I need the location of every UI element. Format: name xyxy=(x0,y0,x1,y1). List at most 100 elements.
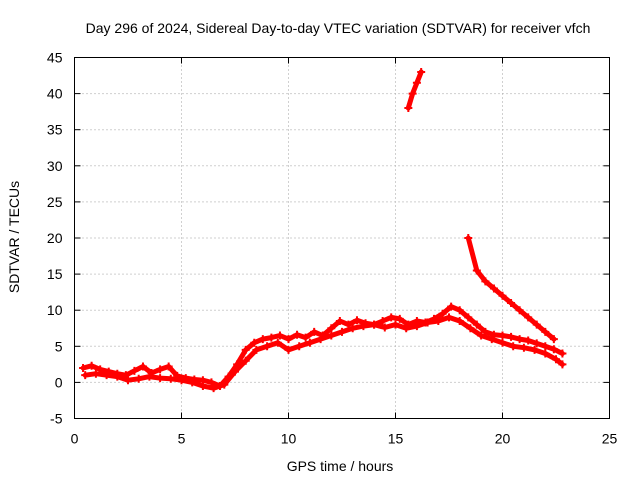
data-point xyxy=(250,338,259,347)
data-point xyxy=(310,327,319,336)
series-trace-b xyxy=(82,314,565,391)
x-tick-label: 20 xyxy=(495,431,511,447)
data-point xyxy=(258,335,267,344)
data-point xyxy=(113,372,122,381)
y-tick-label: 5 xyxy=(55,338,63,354)
data-point xyxy=(515,306,524,315)
data-point xyxy=(507,298,516,307)
x-tick-label: 25 xyxy=(602,431,618,447)
data-point xyxy=(395,314,404,323)
data-point xyxy=(507,332,516,341)
axis-ticks: 0 5 10 15 20 25 -5 0 5 10 15 20 25 30 35 40 45 xyxy=(47,50,618,447)
data-point xyxy=(370,320,379,329)
data-point xyxy=(164,362,173,371)
data-point xyxy=(558,349,567,358)
data-point xyxy=(241,356,250,365)
data-point xyxy=(316,335,325,344)
data-point xyxy=(412,322,421,331)
data-point xyxy=(541,342,550,351)
data-point xyxy=(166,374,175,383)
data-series xyxy=(79,67,567,393)
y-tick-label: -5 xyxy=(50,411,63,427)
data-point xyxy=(145,372,154,381)
data-point xyxy=(532,339,541,348)
data-point xyxy=(515,335,524,344)
data-point xyxy=(348,324,357,333)
x-tick-label: 0 xyxy=(71,431,79,447)
y-tick-label: 30 xyxy=(47,158,63,174)
data-point xyxy=(267,333,276,342)
data-point xyxy=(438,309,447,318)
data-point xyxy=(156,374,165,383)
y-tick-label: 0 xyxy=(55,374,63,390)
data-point xyxy=(263,342,272,351)
data-point xyxy=(284,345,293,354)
data-point xyxy=(156,365,165,374)
data-point xyxy=(124,376,132,385)
data-point xyxy=(220,380,229,389)
x-tick-label: 10 xyxy=(281,431,297,447)
y-tick-label: 10 xyxy=(47,302,63,318)
data-point xyxy=(198,382,207,391)
data-point xyxy=(404,104,413,113)
data-point xyxy=(489,284,498,293)
data-point xyxy=(252,345,261,354)
data-point xyxy=(455,317,464,326)
grid xyxy=(74,57,610,419)
x-tick-label: 15 xyxy=(388,431,404,447)
data-point xyxy=(380,323,389,332)
data-point xyxy=(402,324,411,333)
data-point xyxy=(472,266,481,275)
plot-frame xyxy=(74,57,610,419)
data-point xyxy=(327,324,336,333)
data-point xyxy=(509,342,518,351)
data-point xyxy=(498,338,507,347)
data-point xyxy=(455,306,464,315)
data-point xyxy=(417,67,426,76)
data-point xyxy=(91,369,100,378)
series-trace-d xyxy=(465,235,557,342)
data-point xyxy=(241,345,250,354)
data-point xyxy=(352,316,361,325)
data-point xyxy=(391,320,400,329)
data-point xyxy=(335,317,344,326)
y-tick-label: 45 xyxy=(47,50,63,66)
data-point xyxy=(477,331,486,340)
data-point xyxy=(387,313,396,322)
y-axis-label: SDTVAR / TECUs xyxy=(6,181,22,293)
data-point xyxy=(305,338,314,347)
data-point xyxy=(359,322,368,331)
data-point xyxy=(481,277,490,286)
data-point xyxy=(447,302,456,311)
data-point xyxy=(541,327,550,336)
data-point xyxy=(188,378,197,387)
data-point xyxy=(408,89,417,98)
data-point xyxy=(445,313,453,322)
data-point xyxy=(434,317,443,326)
data-point xyxy=(487,335,496,344)
data-point xyxy=(519,343,528,352)
data-point xyxy=(466,324,475,333)
data-point xyxy=(327,331,336,340)
data-point xyxy=(177,376,186,385)
data-point xyxy=(498,331,507,340)
data-point xyxy=(87,361,96,370)
data-point xyxy=(549,345,558,354)
data-point xyxy=(530,345,539,354)
data-point xyxy=(102,371,111,380)
data-point xyxy=(532,320,541,329)
data-point xyxy=(275,331,284,340)
data-point xyxy=(293,330,302,339)
data-point xyxy=(207,378,216,387)
chart-title: Day 296 of 2024, Sidereal Day-to-day VTE… xyxy=(86,20,591,36)
y-tick-label: 20 xyxy=(47,230,63,246)
data-point xyxy=(472,320,481,329)
data-point xyxy=(423,318,432,327)
series-trace-c xyxy=(405,69,424,111)
data-point xyxy=(412,78,421,87)
y-tick-label: 25 xyxy=(47,194,63,210)
data-point xyxy=(209,384,218,393)
y-tick-label: 35 xyxy=(47,122,63,138)
data-point xyxy=(552,355,560,364)
